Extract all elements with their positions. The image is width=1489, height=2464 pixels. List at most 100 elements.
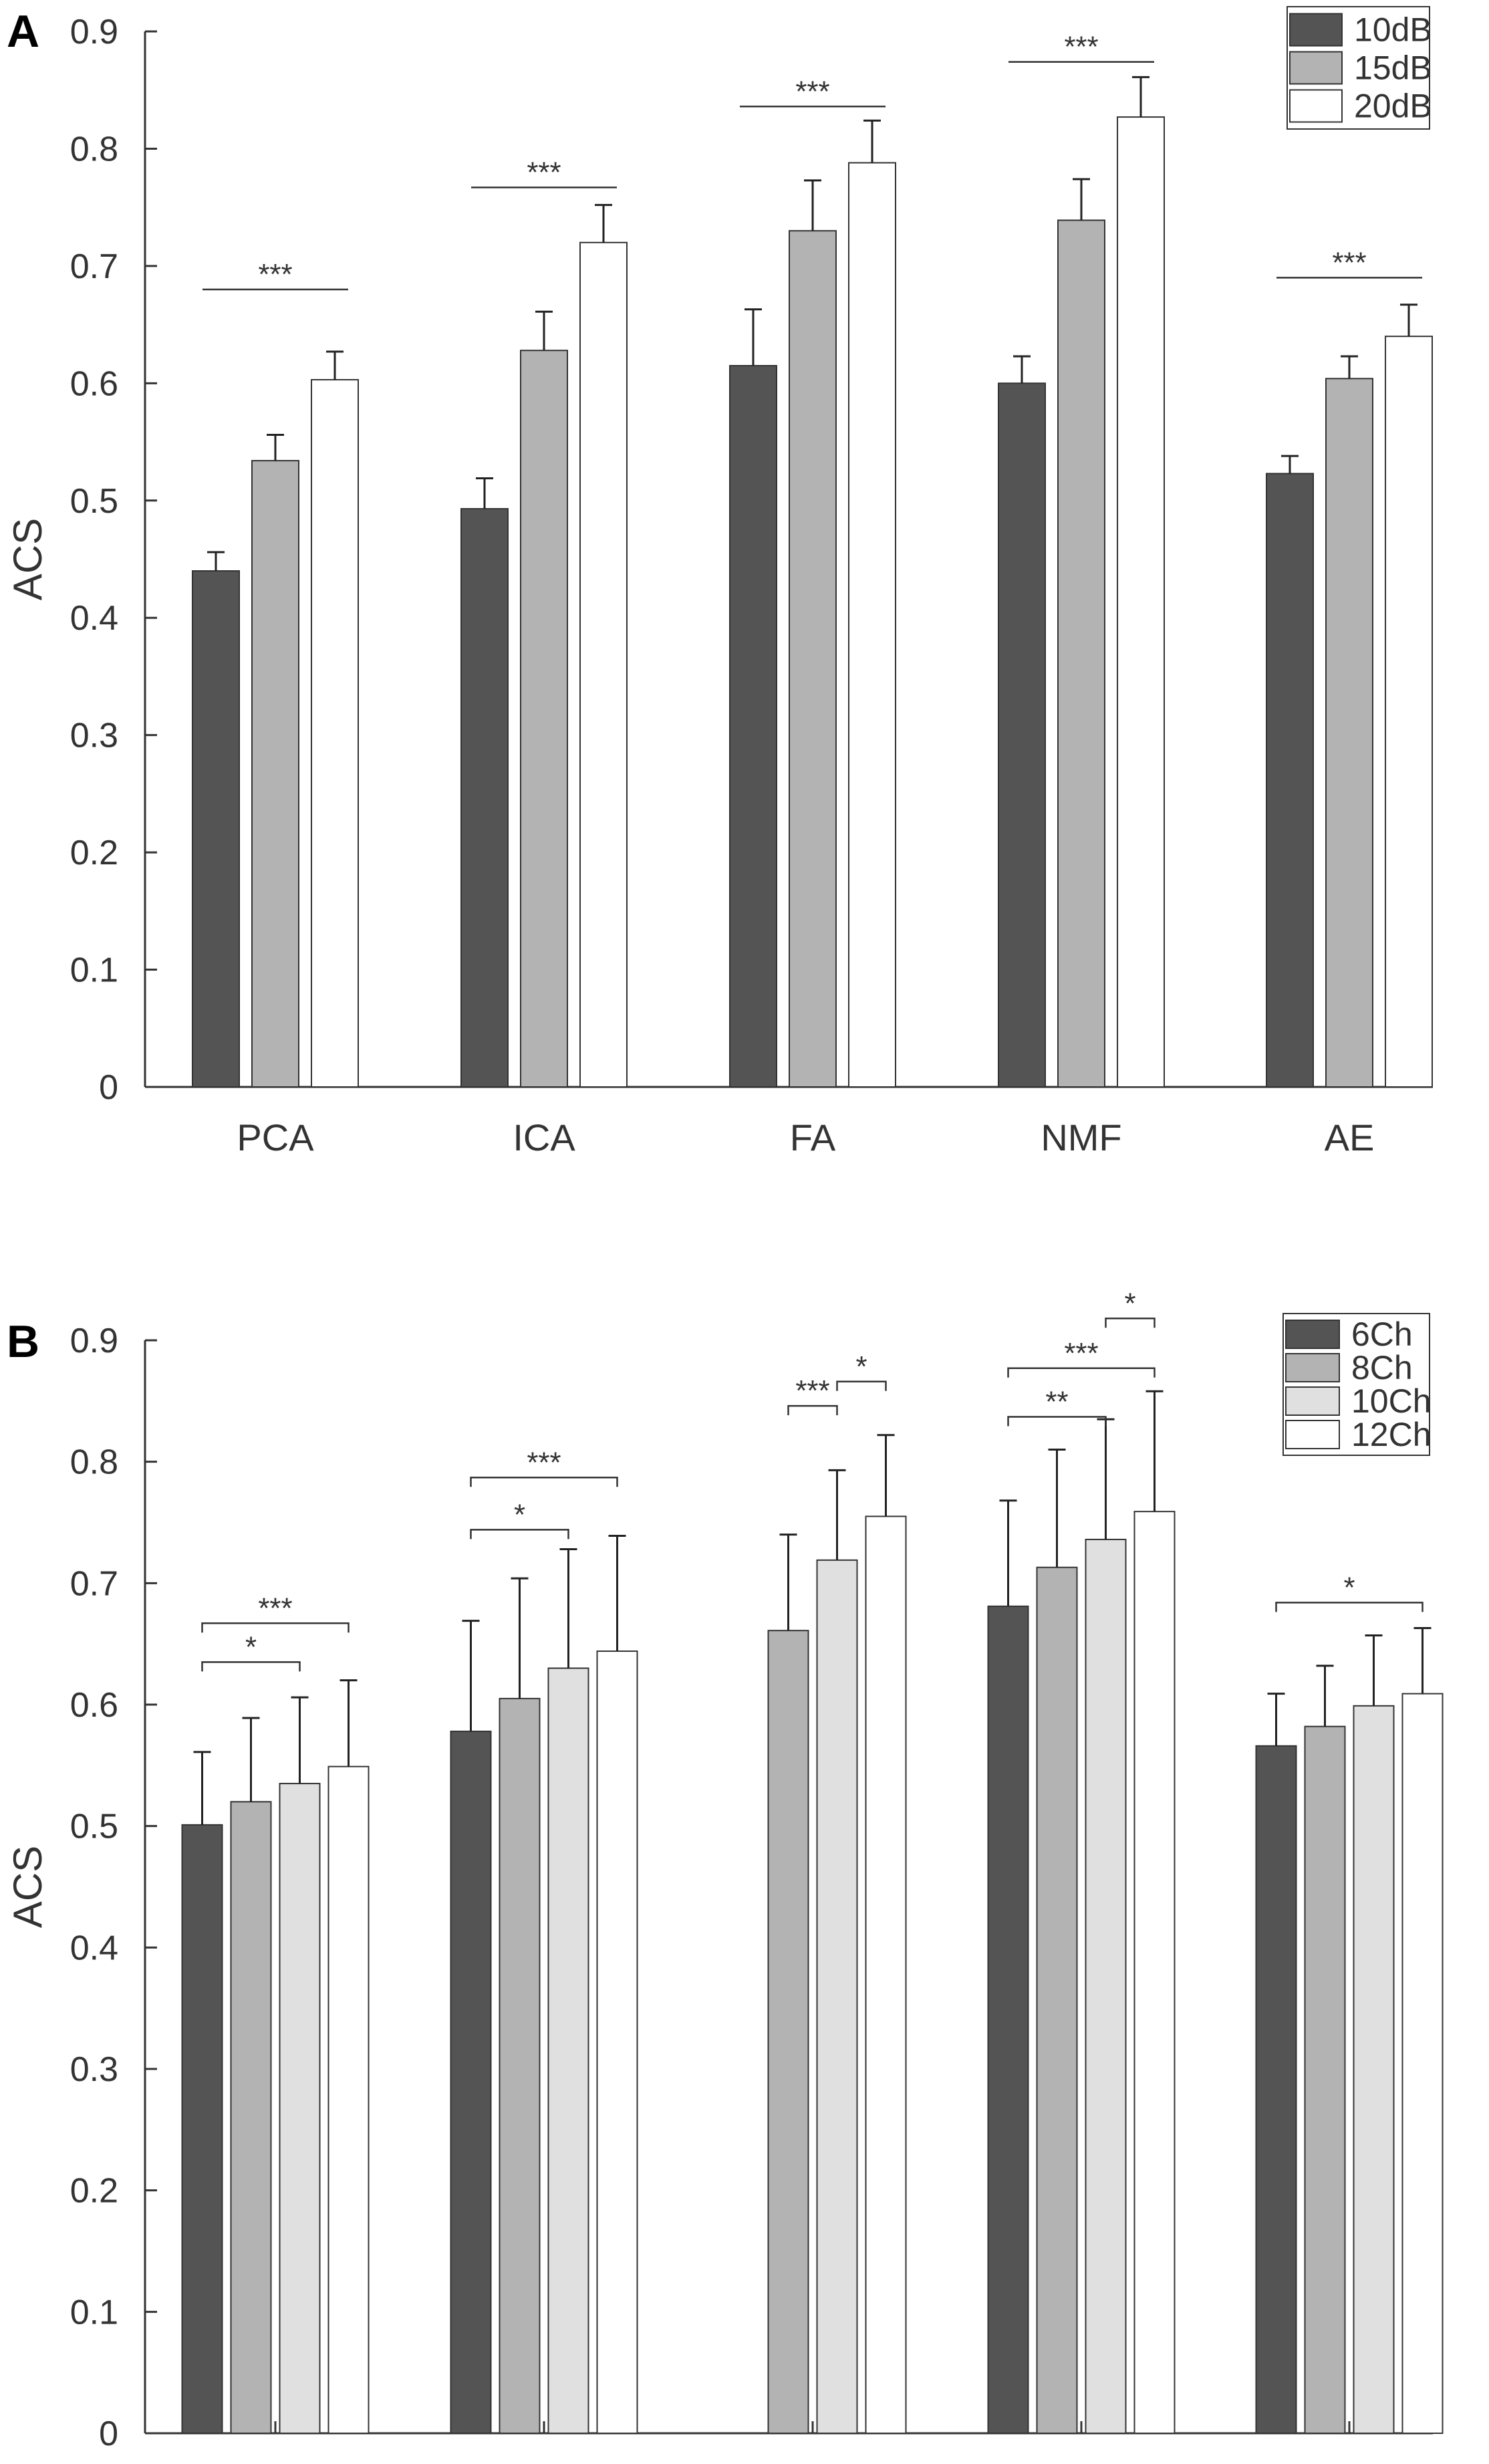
significance-bracket bbox=[1007, 1416, 1107, 1427]
bar bbox=[547, 1667, 589, 2434]
legend-label: 12Ch bbox=[1351, 1416, 1432, 1453]
bar bbox=[1325, 378, 1373, 1088]
significance-label: *** bbox=[1064, 1337, 1098, 1370]
y-tick-label: 0.5 bbox=[70, 482, 118, 521]
legend-swatch bbox=[1285, 1420, 1340, 1449]
bar bbox=[450, 1730, 492, 2434]
y-tick-label: 0.4 bbox=[70, 599, 118, 638]
y-tick-label: 0.6 bbox=[70, 364, 118, 403]
y-tick-label: 0.8 bbox=[70, 130, 118, 168]
legend-swatch bbox=[1285, 1320, 1340, 1349]
bar bbox=[848, 162, 896, 1088]
legend-swatch bbox=[1285, 1353, 1340, 1382]
legend-label: 20dB bbox=[1354, 88, 1432, 125]
y-tick-label: 0.5 bbox=[70, 1808, 118, 1846]
legend-swatch bbox=[1289, 89, 1343, 123]
y-tick-label: 0.4 bbox=[70, 1929, 118, 1967]
significance-label: *** bbox=[258, 258, 292, 291]
bar bbox=[1085, 1538, 1127, 2434]
x-tick-label: ICA bbox=[513, 1116, 575, 1158]
y-tick-label: 0.7 bbox=[70, 1564, 118, 1603]
bar bbox=[311, 379, 359, 1088]
legend-swatch bbox=[1289, 13, 1343, 47]
bar bbox=[499, 1697, 541, 2435]
legend-swatch bbox=[1285, 1386, 1340, 1416]
y-tick-label: 0.1 bbox=[70, 2293, 118, 2332]
y-tick-label: 0.7 bbox=[70, 247, 118, 286]
panel-a: A 0 0.1 0.2 0.3 0.4 0.5 0.6 0.7 0.8 0.9 ACS PCA ICA FA… bbox=[5, 6, 1433, 1158]
significance-label: * bbox=[1124, 1287, 1135, 1320]
bar bbox=[998, 382, 1046, 1088]
bar bbox=[251, 460, 299, 1088]
bar bbox=[1057, 219, 1105, 1088]
bar bbox=[1266, 473, 1314, 1088]
y-tick-label: 0.9 bbox=[70, 1322, 118, 1360]
y-axis-title: ACS bbox=[5, 518, 50, 600]
legend-label: 8Ch bbox=[1351, 1349, 1413, 1386]
bar bbox=[767, 1630, 809, 2434]
significance-label: * bbox=[855, 1350, 867, 1383]
panel-letter: A bbox=[7, 6, 39, 57]
significance-label: * bbox=[1343, 1571, 1355, 1604]
significance-bracket bbox=[1007, 1367, 1156, 1378]
legend-label: 6Ch bbox=[1351, 1316, 1413, 1353]
y-axis-title: ACS bbox=[5, 1846, 50, 1928]
bar bbox=[865, 1515, 907, 2435]
legend-label: 10Ch bbox=[1351, 1382, 1432, 1420]
bar bbox=[987, 1605, 1029, 2435]
x-tick-label: PCA bbox=[237, 2463, 314, 2464]
significance-bracket bbox=[787, 1404, 838, 1416]
significance-bracket bbox=[1275, 1602, 1424, 1612]
y-tick-label: 0.3 bbox=[70, 2050, 118, 2089]
significance-label: *** bbox=[527, 156, 561, 189]
x-tick-label: PCA bbox=[237, 1116, 314, 1158]
significance-label: *** bbox=[795, 1374, 829, 1407]
bar bbox=[816, 1559, 858, 2434]
bar bbox=[729, 365, 777, 1088]
significance-bracket bbox=[1105, 1318, 1156, 1328]
x-tick-label: NMF bbox=[1041, 2463, 1121, 2464]
y-tick-label: 0 bbox=[99, 1068, 118, 1107]
bar bbox=[327, 1765, 370, 2434]
bar bbox=[1304, 1725, 1346, 2434]
significance-label: ** bbox=[1045, 1385, 1068, 1418]
y-tick-label: 0.3 bbox=[70, 717, 118, 755]
bar bbox=[1117, 116, 1165, 1088]
bar bbox=[1385, 336, 1433, 1088]
bar bbox=[789, 230, 837, 1088]
y-tick-label: 0.2 bbox=[70, 834, 118, 872]
bar bbox=[460, 508, 509, 1088]
significance-label: *** bbox=[258, 1592, 292, 1624]
bar bbox=[579, 241, 628, 1088]
bar bbox=[1133, 1511, 1176, 2434]
significance-bracket bbox=[836, 1380, 887, 1391]
significance-bracket bbox=[470, 1529, 569, 1539]
bar bbox=[520, 350, 568, 1088]
bar bbox=[596, 1650, 638, 2434]
significance-label: *** bbox=[1332, 246, 1366, 279]
x-tick-label: AE bbox=[1325, 2463, 1375, 2464]
bar bbox=[1036, 1566, 1078, 2434]
legend-swatch bbox=[1289, 51, 1343, 85]
x-tick-label: NMF bbox=[1041, 1116, 1121, 1158]
bar bbox=[279, 1783, 321, 2434]
significance-label: *** bbox=[527, 1446, 561, 1479]
significance-bracket bbox=[201, 1622, 350, 1633]
significance-label: *** bbox=[795, 75, 829, 108]
x-tick-label: FA bbox=[790, 1116, 836, 1158]
bar bbox=[181, 1824, 223, 2435]
y-tick-label: 0.8 bbox=[70, 1443, 118, 1482]
bar bbox=[230, 1801, 272, 2434]
y-tick-label: 0.2 bbox=[70, 2172, 118, 2211]
panel-b: B 0 0.1 0.2 0.3 0.4 0.5 0.6 0.7 0.8 0.9 ACS PCA ICA FA… bbox=[5, 1287, 1444, 2464]
significance-label: * bbox=[514, 1498, 525, 1531]
significance-bracket bbox=[470, 1477, 618, 1487]
x-tick-label: AE bbox=[1325, 1116, 1375, 1158]
significance-bracket bbox=[201, 1661, 301, 1672]
y-tick-label: 0.6 bbox=[70, 1686, 118, 1725]
y-tick-label: 0.1 bbox=[70, 951, 118, 990]
legend-label: 15dB bbox=[1354, 49, 1432, 87]
bar bbox=[1255, 1745, 1297, 2434]
bar bbox=[192, 570, 240, 1088]
